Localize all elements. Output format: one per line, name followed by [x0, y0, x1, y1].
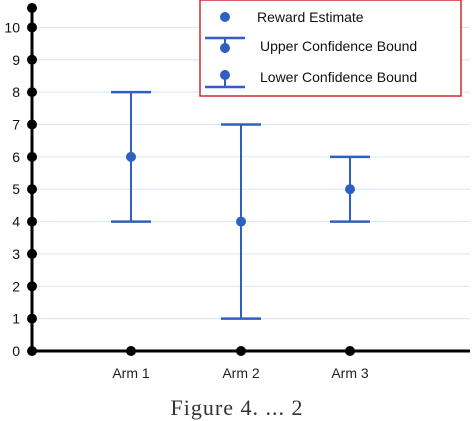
- x-tick-dot-arm-3: [345, 346, 355, 356]
- y-tick-dot-4: [27, 216, 37, 227]
- arm-1-interval: [111, 90, 151, 223]
- arm-3-interval: [330, 155, 370, 223]
- axes: [27, 3, 470, 356]
- y-tick-label-2: 2: [12, 278, 20, 294]
- y-tick-label-3: 3: [12, 246, 20, 262]
- arm-3-reward-estimate: [345, 184, 355, 195]
- y-tick-label-1: 1: [12, 311, 20, 327]
- arm-2-interval: [221, 123, 261, 320]
- x-tick-label-arm-2: Arm 2: [222, 365, 260, 381]
- y-tick-dot-3: [27, 248, 37, 259]
- arm-1-reward-estimate: [126, 151, 136, 162]
- x-axis-ticks: Arm 1 Arm 2 Arm 3: [112, 346, 369, 381]
- figure-caption: Figure 4. ... 2: [170, 395, 304, 420]
- y-axis-ticks: 0 1 2 3 4 5 6 7 8 9 10: [4, 19, 37, 359]
- legend-marker-lower-point: [220, 70, 230, 80]
- legend-label-3: Lower Confidence Bound: [260, 69, 417, 85]
- legend-marker-upper-point: [220, 43, 230, 53]
- y-tick-dot-2: [27, 281, 37, 292]
- y-tick-label-4: 4: [12, 214, 20, 230]
- y-tick-label-8: 8: [12, 84, 20, 100]
- legend-label-2: Upper Confidence Bound: [260, 38, 417, 54]
- y-tick-dot-9: [27, 54, 37, 65]
- x-tick-label-arm-1: Arm 1: [112, 365, 150, 381]
- y-tick-label-0: 0: [12, 343, 20, 359]
- y-tick-dot-6: [27, 151, 37, 162]
- x-tick-dot-arm-1: [126, 346, 136, 356]
- y-tick-label-10: 10: [4, 19, 20, 35]
- legend-marker-reward-estimate: [220, 12, 230, 22]
- confidence-intervals: [111, 90, 370, 320]
- origin-dot: [27, 346, 37, 356]
- y-axis-end-dot: [27, 3, 37, 13]
- y-tick-label-7: 7: [12, 116, 20, 132]
- y-tick-dot-1: [27, 313, 37, 324]
- y-tick-label-6: 6: [12, 149, 20, 165]
- y-tick-label-5: 5: [12, 181, 20, 197]
- x-tick-dot-arm-2: [236, 346, 246, 356]
- y-tick-label-9: 9: [12, 52, 20, 68]
- legend-label-1: Reward Estimate: [257, 9, 364, 25]
- legend: Reward Estimate Upper Confidence Bound Low…: [199, 0, 462, 97]
- legend-box: [199, 0, 462, 97]
- y-tick-dot-5: [27, 184, 37, 195]
- x-tick-label-arm-3: Arm 3: [331, 365, 369, 381]
- y-tick-dot-7: [27, 119, 37, 130]
- arm-2-reward-estimate: [236, 216, 246, 227]
- y-tick-dot-10: [27, 22, 37, 33]
- y-tick-dot-8: [27, 87, 37, 98]
